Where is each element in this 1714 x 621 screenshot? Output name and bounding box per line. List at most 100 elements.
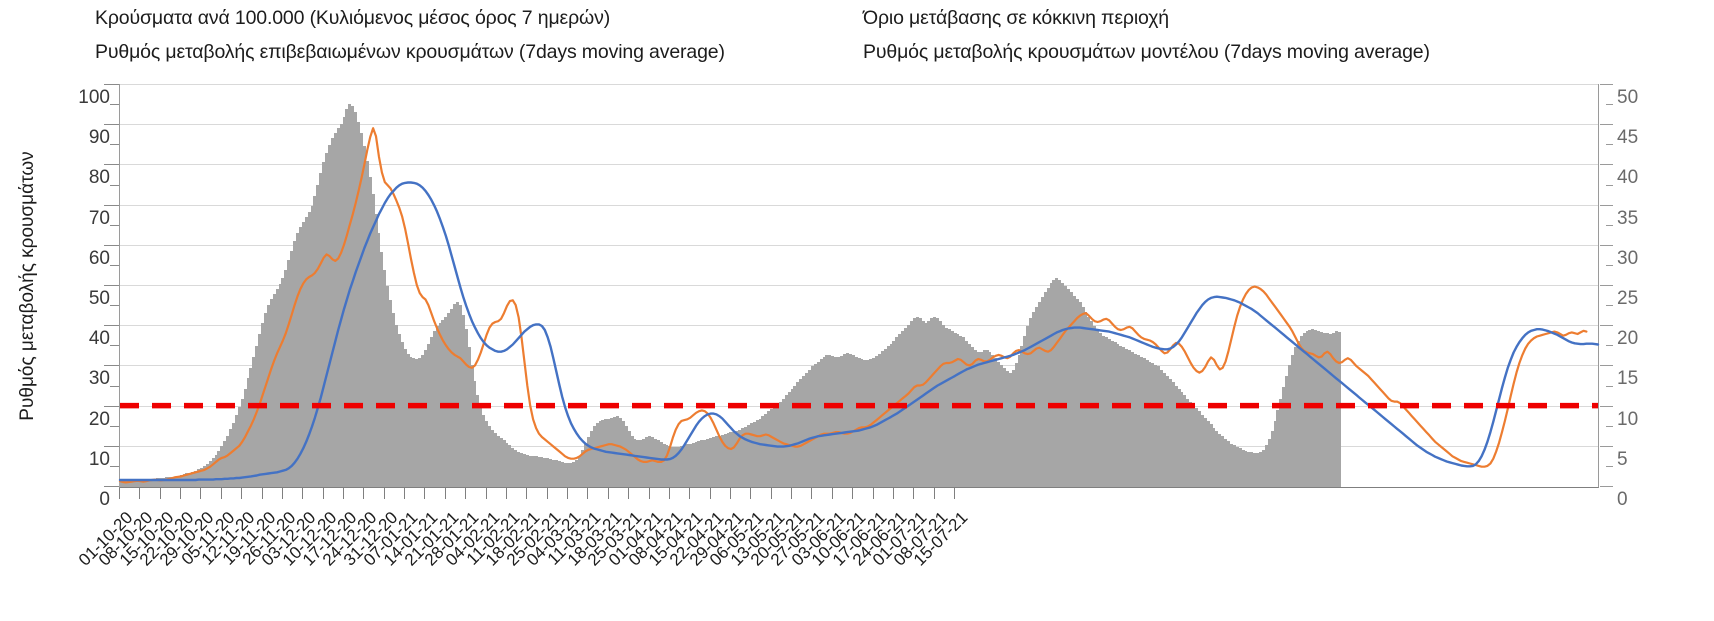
bar [1113, 342, 1117, 487]
bar [933, 316, 937, 487]
bar [938, 321, 942, 487]
bar [1110, 340, 1114, 487]
bar [473, 380, 477, 487]
bar [1253, 453, 1257, 487]
bar [1084, 311, 1088, 487]
bar [1267, 438, 1271, 487]
y-axis-right-tick-label: 15 [1617, 368, 1639, 390]
chart-body: Ρυθμός μεταβολής κρουσμάτων 0 10 20 30 40 50 6… [0, 70, 1714, 621]
bar [755, 420, 759, 487]
bar [269, 298, 273, 487]
bar [578, 455, 582, 487]
y-axis-right-tick-label: 35 [1617, 207, 1639, 229]
bar [793, 385, 797, 487]
bar [659, 441, 663, 487]
bar [959, 335, 963, 487]
bar [1151, 363, 1155, 487]
x-axis-tick [343, 488, 345, 499]
bar [150, 478, 154, 487]
bar [1238, 448, 1242, 487]
bar [130, 480, 134, 487]
y-axis-right-tick-label: 10 [1617, 408, 1639, 430]
x-axis-tick [200, 488, 202, 499]
bar [127, 481, 131, 487]
bar [944, 327, 948, 487]
bar [554, 460, 558, 487]
x-axis-tick [485, 488, 487, 499]
x-axis-tick [567, 488, 569, 499]
bar [377, 232, 381, 487]
bar [1130, 351, 1134, 487]
bar [968, 343, 972, 487]
x-axis-labels: 01-10-20 08-10-20 15-10-20 22-10-20 29-10-20… [0, 500, 1714, 620]
y-axis-left-minor-tick [110, 345, 119, 347]
bar [1052, 279, 1056, 487]
bar [863, 359, 867, 487]
bar [534, 456, 538, 487]
bar [368, 176, 372, 487]
gridline [120, 164, 1598, 166]
bar [560, 462, 564, 487]
bar [226, 435, 230, 487]
x-axis-tick [404, 488, 406, 499]
gridline [120, 325, 1598, 327]
legend-item-red-zone-threshold: Όριο μετάβασης σε κόκκινη περιοχή [856, 7, 1169, 30]
y-axis-right-tick [1600, 124, 1613, 126]
bar [490, 429, 494, 487]
bar [627, 430, 631, 487]
bar [278, 284, 282, 487]
bar [229, 429, 233, 487]
bar [1317, 331, 1321, 487]
bar [1078, 302, 1082, 487]
bar [383, 269, 387, 487]
x-axis-tick [526, 488, 528, 499]
bar [840, 355, 844, 487]
bar [732, 431, 736, 487]
bar [234, 414, 238, 487]
bar [1017, 355, 1021, 487]
bar [848, 353, 852, 487]
bar [633, 438, 637, 487]
bar [1162, 372, 1166, 487]
bar [1244, 450, 1248, 487]
bar [682, 445, 686, 487]
bar [918, 318, 922, 487]
y-axis-right-tick [1600, 84, 1613, 85]
x-axis-tick [954, 488, 955, 499]
bar [156, 478, 160, 487]
bar [845, 352, 849, 487]
bar [514, 450, 518, 487]
bar [1107, 339, 1111, 487]
bar [1212, 427, 1216, 487]
bar [1043, 292, 1047, 487]
y-axis-left-tick-label: 100 [78, 87, 110, 108]
bar [327, 144, 331, 487]
bar [953, 332, 957, 487]
bar [173, 476, 177, 487]
y-axis-right-minor-tick [1606, 224, 1613, 226]
bar [339, 123, 343, 487]
bar [618, 417, 622, 487]
bar [662, 443, 666, 487]
bar [842, 354, 846, 487]
bar [450, 308, 454, 487]
y-axis-left-tick-label: 70 [88, 207, 110, 229]
bar [810, 366, 814, 487]
bar [1029, 318, 1033, 487]
x-axis-tick [546, 488, 548, 499]
bar [357, 121, 361, 487]
bar [665, 445, 669, 487]
bar [851, 355, 855, 487]
legend-label-cases-per-100k: Κρούσματα ανά 100.000 (Κυλιόμενος μέσος … [95, 7, 611, 29]
bar [1235, 446, 1239, 487]
bar [380, 252, 384, 487]
bar [723, 433, 727, 487]
bar [668, 446, 672, 487]
bar [374, 213, 378, 487]
bar [956, 334, 960, 487]
bar [467, 347, 471, 487]
bar [674, 446, 678, 487]
bar [528, 455, 532, 487]
bar [1264, 445, 1268, 487]
bar [1270, 430, 1274, 487]
